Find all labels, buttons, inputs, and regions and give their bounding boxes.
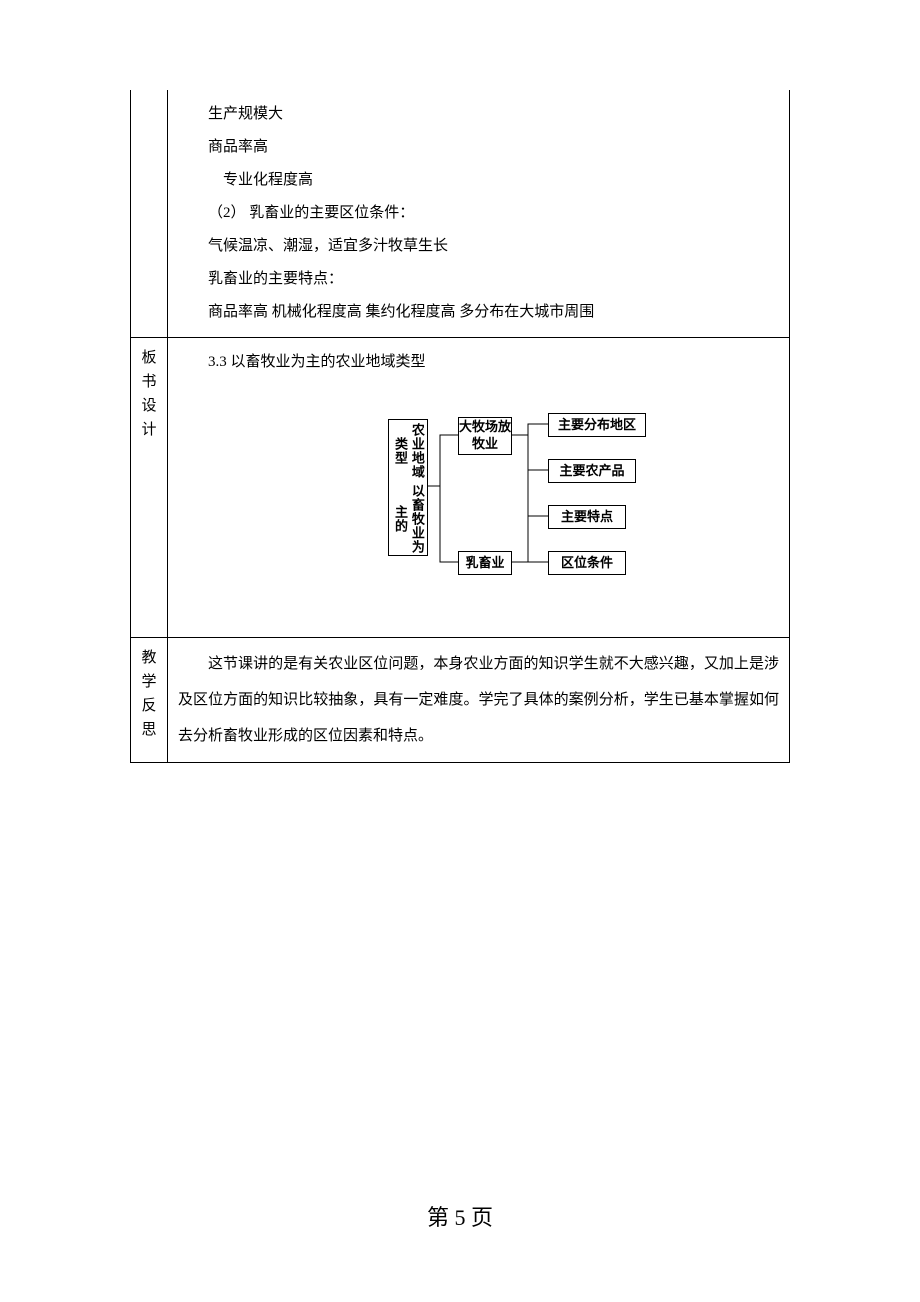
diagram-root-box: 农业地域类型以畜牧业为主的 xyxy=(388,419,428,556)
row3-label-cell: 教学反思 xyxy=(131,638,168,763)
leaf-label: 区位条件 xyxy=(561,555,613,572)
diagram-branch-2: 乳畜业 xyxy=(458,551,512,575)
reflection-text: 这节课讲的是有关农业区位问题，本身农业方面的知识学生就不大感兴趣，又加上是涉及区… xyxy=(178,646,779,754)
table-row: 教学反思 这节课讲的是有关农业区位问题，本身农业方面的知识学生就不大感兴趣，又加… xyxy=(131,638,790,763)
diagram-leaf-4: 区位条件 xyxy=(548,551,626,575)
row2-label-cell: 板书设计 xyxy=(131,338,168,638)
diagram-leaf-2: 主要农产品 xyxy=(548,459,636,483)
leaf-label: 主要分布地区 xyxy=(558,417,636,434)
row1-label-cell xyxy=(131,90,168,338)
table-row: 生产规模大 商品率高 专业化程度高 （2） 乳畜业的主要区位条件： 气候温凉、潮… xyxy=(131,90,790,338)
content-line: 专业化程度高 xyxy=(178,164,779,197)
content-line: 气候温凉、潮湿，适宜多汁牧草生长 xyxy=(178,230,779,263)
table-row: 板书设计 3.3 以畜牧业为主的农业地域类型 农业地域类型以畜牧业为主的 大牧场… xyxy=(131,338,790,638)
content-line: 商品率高 xyxy=(178,131,779,164)
section-title: 3.3 以畜牧业为主的农业地域类型 xyxy=(178,346,779,379)
page-content: 生产规模大 商品率高 专业化程度高 （2） 乳畜业的主要区位条件： 气候温凉、潮… xyxy=(0,0,920,763)
branch-label: 大牧场放牧业 xyxy=(459,419,511,453)
page-footer: 第 5 页 xyxy=(0,1200,920,1232)
content-line: 商品率高 机械化程度高 集约化程度高 多分布在大城市周围 xyxy=(178,296,779,329)
row1-content-cell: 生产规模大 商品率高 专业化程度高 （2） 乳畜业的主要区位条件： 气候温凉、潮… xyxy=(168,90,790,338)
leaf-label: 主要特点 xyxy=(561,509,613,526)
row3-content-cell: 这节课讲的是有关农业区位问题，本身农业方面的知识学生就不大感兴趣，又加上是涉及区… xyxy=(168,638,790,763)
diagram-branch-1: 大牧场放牧业 xyxy=(458,417,512,455)
label-char: 教学反思 xyxy=(135,646,163,742)
content-line: 生产规模大 xyxy=(178,98,779,131)
branch-label: 乳畜业 xyxy=(465,555,504,572)
diagram-leaf-3: 主要特点 xyxy=(548,505,626,529)
leaf-label: 主要农产品 xyxy=(559,463,624,480)
content-line: 乳畜业的主要特点： xyxy=(178,263,779,296)
diagram-connectors xyxy=(388,409,698,589)
main-table: 生产规模大 商品率高 专业化程度高 （2） 乳畜业的主要区位条件： 气候温凉、潮… xyxy=(130,90,790,763)
hierarchy-diagram: 农业地域类型以畜牧业为主的 大牧场放牧业 乳畜业 主要分布地区 主要农产品 xyxy=(388,409,698,589)
label-char: 板书设计 xyxy=(135,346,163,442)
row2-content-cell: 3.3 以畜牧业为主的农业地域类型 农业地域类型以畜牧业为主的 大牧场放牧业 乳… xyxy=(168,338,790,638)
diagram-leaf-1: 主要分布地区 xyxy=(548,413,646,437)
content-line: （2） 乳畜业的主要区位条件： xyxy=(178,197,779,230)
diagram-container: 农业地域类型以畜牧业为主的 大牧场放牧业 乳畜业 主要分布地区 主要农产品 xyxy=(178,409,779,629)
root-sub: 农业地域类型 xyxy=(391,420,425,482)
root-main: 以畜牧业为主的 xyxy=(391,482,425,555)
